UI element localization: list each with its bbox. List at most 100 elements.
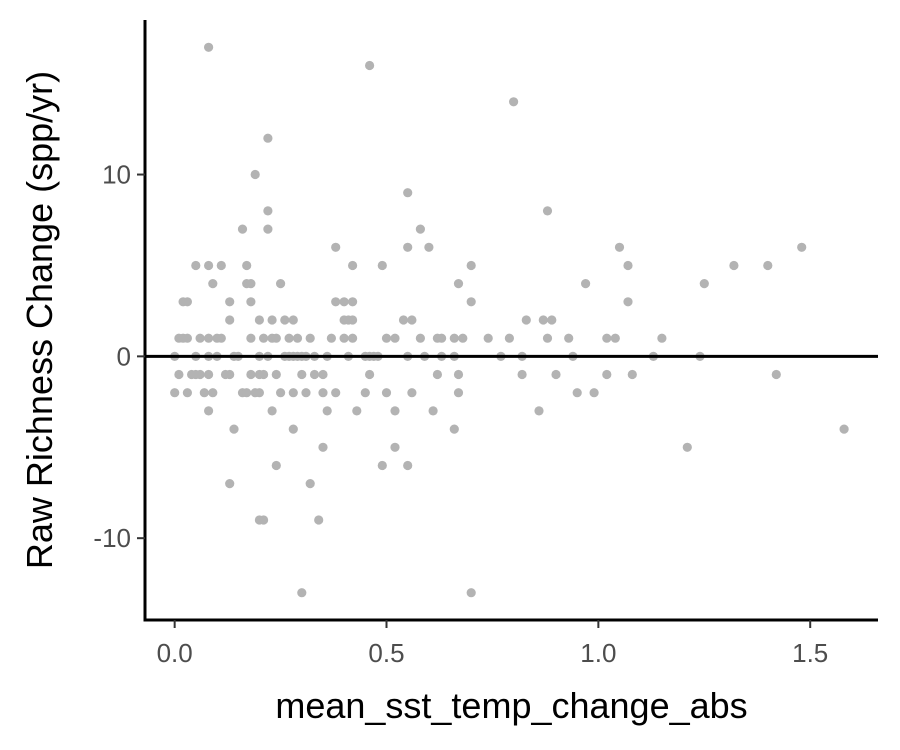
data-point bbox=[610, 333, 620, 343]
data-point bbox=[246, 297, 256, 307]
data-point bbox=[288, 424, 298, 434]
data-point bbox=[318, 442, 328, 452]
data-point bbox=[466, 260, 476, 271]
data-point bbox=[305, 479, 315, 489]
data-point bbox=[381, 388, 392, 398]
data-point bbox=[259, 333, 269, 343]
data-point bbox=[246, 279, 256, 289]
data-point bbox=[195, 333, 205, 343]
data-point bbox=[182, 297, 192, 307]
x-axis-ticks: 0.0 0.5 1.0 1.5 bbox=[157, 620, 828, 668]
data-point bbox=[542, 333, 553, 343]
data-point bbox=[437, 333, 447, 343]
data-point bbox=[208, 279, 218, 289]
data-point bbox=[170, 388, 180, 398]
data-point bbox=[254, 315, 264, 325]
data-point bbox=[271, 369, 281, 380]
data-point bbox=[292, 333, 303, 343]
x-tick-label: 1.5 bbox=[792, 638, 828, 668]
data-point bbox=[542, 206, 553, 216]
data-point bbox=[348, 315, 358, 325]
data-point bbox=[331, 242, 341, 252]
data-point bbox=[602, 333, 612, 343]
data-point bbox=[403, 460, 413, 471]
data-point bbox=[581, 279, 591, 289]
data-point bbox=[225, 297, 235, 307]
data-point bbox=[657, 333, 667, 343]
data-point bbox=[564, 333, 574, 343]
data-point bbox=[309, 369, 320, 380]
data-point bbox=[390, 406, 400, 416]
data-point bbox=[318, 369, 328, 380]
data-point bbox=[301, 388, 311, 398]
data-point bbox=[204, 406, 214, 416]
data-point bbox=[517, 369, 527, 380]
y-axis-ticks: -10 0 10 bbox=[93, 160, 145, 553]
data-point bbox=[504, 333, 514, 343]
data-point bbox=[191, 260, 201, 271]
data-point bbox=[623, 297, 633, 307]
y-tick-label: -10 bbox=[93, 523, 131, 553]
data-point bbox=[195, 369, 205, 380]
data-point bbox=[182, 388, 192, 398]
data-point bbox=[263, 133, 273, 143]
data-point bbox=[771, 369, 781, 380]
x-tick-label: 0.5 bbox=[368, 638, 404, 668]
data-point bbox=[284, 333, 294, 343]
data-point bbox=[276, 279, 286, 289]
data-point bbox=[199, 388, 209, 398]
data-point bbox=[623, 260, 633, 271]
data-point bbox=[174, 369, 184, 380]
data-point bbox=[242, 260, 252, 271]
data-point bbox=[614, 242, 625, 252]
data-point bbox=[204, 260, 214, 271]
data-point bbox=[466, 588, 476, 598]
data-point bbox=[208, 388, 218, 398]
data-point bbox=[453, 369, 464, 380]
data-point bbox=[254, 388, 264, 398]
data-point bbox=[377, 260, 387, 271]
data-point bbox=[381, 333, 392, 343]
data-point bbox=[237, 224, 248, 234]
data-point bbox=[331, 388, 341, 398]
data-point bbox=[263, 206, 273, 216]
data-point bbox=[267, 406, 277, 416]
data-point bbox=[297, 369, 307, 380]
data-point bbox=[428, 406, 438, 416]
data-point bbox=[551, 369, 561, 380]
data-point bbox=[360, 388, 370, 398]
data-point bbox=[763, 260, 773, 271]
data-point bbox=[390, 333, 400, 343]
data-point bbox=[326, 333, 336, 343]
data-point bbox=[377, 460, 387, 471]
data-point bbox=[182, 333, 192, 343]
data-point bbox=[483, 333, 493, 343]
data-point bbox=[216, 333, 226, 343]
data-points bbox=[170, 42, 849, 598]
data-point bbox=[259, 515, 269, 525]
data-point bbox=[242, 388, 252, 398]
y-axis-title: Raw Richness Change (spp/yr) bbox=[19, 71, 60, 569]
data-point bbox=[318, 388, 328, 398]
data-point bbox=[390, 442, 400, 452]
data-point bbox=[547, 315, 557, 325]
data-point bbox=[305, 333, 315, 343]
data-point bbox=[263, 224, 273, 234]
data-point bbox=[229, 424, 239, 434]
data-point bbox=[839, 424, 849, 434]
data-point bbox=[407, 388, 417, 398]
data-point bbox=[267, 315, 277, 325]
data-point bbox=[271, 460, 281, 471]
data-point bbox=[339, 297, 349, 307]
data-point bbox=[348, 297, 358, 307]
data-point bbox=[288, 388, 298, 398]
data-point bbox=[246, 369, 256, 380]
data-point bbox=[204, 42, 214, 52]
data-point bbox=[331, 297, 341, 307]
data-point bbox=[225, 369, 235, 380]
data-point bbox=[602, 369, 612, 380]
data-point bbox=[259, 369, 269, 380]
data-point bbox=[216, 260, 226, 271]
data-point bbox=[365, 60, 375, 71]
data-point bbox=[348, 333, 358, 343]
